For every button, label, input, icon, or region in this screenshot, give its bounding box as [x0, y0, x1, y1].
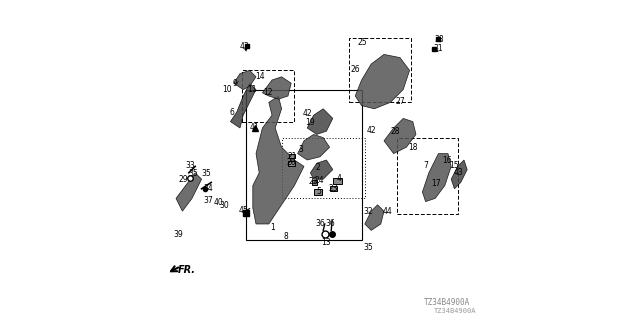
Bar: [349, 38, 412, 102]
Text: 20: 20: [286, 158, 296, 167]
Polygon shape: [422, 154, 451, 202]
Text: 4: 4: [337, 174, 342, 183]
Polygon shape: [298, 134, 330, 160]
Polygon shape: [253, 96, 304, 224]
Bar: [312, 180, 317, 185]
Text: 7: 7: [424, 161, 429, 170]
Text: 13: 13: [321, 238, 331, 247]
Text: 10: 10: [222, 85, 232, 94]
Text: 26: 26: [350, 65, 360, 74]
Polygon shape: [365, 205, 384, 230]
Bar: [246, 90, 362, 240]
Text: 30: 30: [220, 201, 230, 210]
Text: 43: 43: [240, 42, 250, 51]
Text: TZ34B4900A: TZ34B4900A: [435, 308, 477, 314]
Polygon shape: [355, 54, 410, 109]
Text: 38: 38: [434, 35, 444, 44]
Text: 1: 1: [270, 223, 275, 232]
Text: 35: 35: [364, 243, 374, 252]
Bar: [289, 154, 295, 158]
Bar: [288, 161, 295, 166]
Text: 6: 6: [230, 108, 234, 117]
Text: 2: 2: [315, 163, 320, 172]
Polygon shape: [307, 109, 333, 134]
Text: FR.: FR.: [178, 265, 196, 276]
Text: 18: 18: [409, 143, 418, 152]
Text: 44: 44: [383, 207, 393, 216]
Text: 3: 3: [298, 145, 303, 154]
Text: 35: 35: [202, 169, 211, 178]
Text: 12: 12: [264, 88, 273, 97]
Text: 11: 11: [248, 85, 257, 94]
Text: 32: 32: [364, 207, 374, 216]
Text: 45: 45: [239, 206, 249, 215]
Text: 23: 23: [328, 184, 339, 193]
Bar: [242, 70, 294, 122]
Text: 24: 24: [314, 176, 324, 185]
Text: 39: 39: [173, 230, 184, 239]
Text: 19: 19: [305, 118, 315, 127]
Text: 28: 28: [390, 127, 400, 136]
Bar: [397, 138, 458, 214]
Polygon shape: [230, 83, 256, 128]
Text: 22: 22: [309, 177, 318, 186]
Text: 31: 31: [433, 44, 444, 53]
Text: 5: 5: [316, 187, 321, 196]
Text: 33: 33: [186, 161, 195, 170]
Polygon shape: [262, 77, 291, 99]
Bar: [282, 138, 365, 198]
Bar: [314, 189, 323, 195]
Text: 15: 15: [449, 161, 459, 170]
Text: 17: 17: [431, 179, 441, 188]
Text: 43: 43: [453, 168, 463, 177]
Text: 9: 9: [233, 79, 237, 88]
Text: 21: 21: [287, 152, 296, 161]
Text: 40: 40: [213, 198, 223, 207]
Text: 41: 41: [250, 123, 259, 132]
Polygon shape: [234, 70, 256, 90]
Text: 14: 14: [255, 72, 265, 81]
Text: 29: 29: [178, 175, 188, 184]
Bar: [330, 186, 337, 191]
Text: 37: 37: [204, 196, 214, 205]
Bar: [333, 178, 342, 184]
Text: 42: 42: [366, 126, 376, 135]
Polygon shape: [384, 118, 416, 154]
Text: TZ34B4900A: TZ34B4900A: [424, 298, 470, 307]
Text: 27: 27: [396, 97, 406, 106]
Text: 8: 8: [283, 232, 288, 241]
Text: 35: 35: [189, 169, 198, 178]
Text: 25: 25: [358, 38, 367, 47]
Text: 34: 34: [204, 184, 214, 193]
Text: 42: 42: [302, 109, 312, 118]
Polygon shape: [451, 160, 467, 189]
Polygon shape: [310, 160, 333, 179]
Text: 36: 36: [316, 219, 326, 228]
Polygon shape: [176, 173, 202, 211]
Text: 36: 36: [325, 219, 335, 228]
Text: 16: 16: [442, 156, 452, 165]
